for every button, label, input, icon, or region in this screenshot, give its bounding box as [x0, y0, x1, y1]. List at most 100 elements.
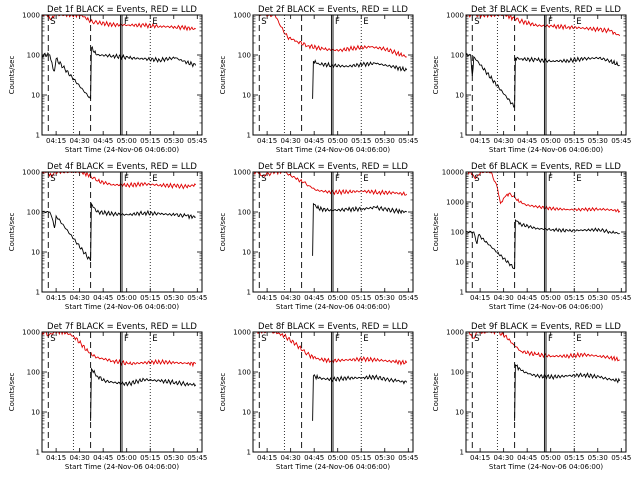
- x-tick-label: 05:00: [328, 454, 348, 462]
- x-axis-label: Start Time (24-Nov-06 04:06:00): [65, 303, 179, 311]
- x-tick-label: 05:45: [187, 294, 207, 302]
- x-tick-label: 04:30: [494, 294, 514, 302]
- x-tick-label: 05:45: [398, 454, 418, 462]
- x-tick-label: 05:00: [117, 454, 137, 462]
- y-tick-label: 1: [460, 289, 464, 297]
- marker-label: E: [363, 334, 368, 344]
- chart-title: Det 2f BLACK = Events, RED = LLD: [258, 5, 408, 15]
- x-tick-label: 04:15: [46, 294, 66, 302]
- x-tick-label: 05:00: [328, 294, 348, 302]
- x-tick-label: 05:45: [611, 137, 631, 145]
- y-tick-label: 10: [242, 249, 251, 257]
- events-series-line: [312, 373, 408, 421]
- x-tick-label: 04:15: [257, 294, 277, 302]
- y-tick-label: 1000: [233, 169, 251, 177]
- y-tick-label: 1: [460, 449, 464, 457]
- x-tick-label: 04:15: [46, 454, 66, 462]
- x-tick-label: 05:30: [588, 137, 608, 145]
- panel-grid: Det 1f BLACK = Events, RED = LLD Counts/s…: [8, 5, 631, 471]
- lld-series-line: [42, 332, 197, 368]
- x-tick-label: 05:30: [375, 454, 395, 462]
- y-tick-label: 1000: [446, 329, 464, 337]
- chart-panel: Det 5f BLACK = Events, RED = LLD Counts/s…: [219, 162, 418, 311]
- y-tick-label: 1000: [233, 12, 251, 20]
- events-series-line: [514, 364, 621, 421]
- marker-label: E: [576, 174, 581, 184]
- x-tick-label: 05:00: [541, 137, 561, 145]
- x-tick-label: 05:45: [398, 294, 418, 302]
- plot-frame: [465, 14, 627, 136]
- x-tick-label: 04:30: [281, 454, 301, 462]
- lld-series-line: [256, 15, 407, 58]
- x-tick-label: 04:45: [304, 137, 324, 145]
- x-tick-label: 05:45: [187, 454, 207, 462]
- chart-panel: Det 3f BLACK = Events, RED = LLD Counts/s…: [432, 5, 631, 154]
- y-tick-label: 1: [36, 289, 40, 297]
- series-group: [42, 332, 197, 421]
- marker-label: S: [261, 334, 266, 344]
- x-tick-label: 05:30: [588, 294, 608, 302]
- x-tick-label: 05:00: [541, 454, 561, 462]
- marker-label: F: [548, 17, 553, 27]
- x-tick-label: 05:15: [351, 454, 371, 462]
- x-tick-label: 04:15: [470, 137, 490, 145]
- series-group: [466, 172, 621, 270]
- marker-label: S: [50, 174, 55, 184]
- x-tick-label: 05:15: [140, 137, 160, 145]
- x-tick-label: 05:00: [328, 137, 348, 145]
- x-tick-label: 04:30: [494, 454, 514, 462]
- plot-frame: [41, 171, 203, 293]
- y-tick-label: 10: [31, 249, 40, 257]
- x-tick-label: 04:45: [517, 137, 537, 145]
- marker-label: F: [124, 17, 129, 27]
- x-tick-label: 04:15: [470, 454, 490, 462]
- marker-label: S: [474, 174, 479, 184]
- x-tick-label: 05:30: [588, 454, 608, 462]
- y-tick-label: 1000: [22, 169, 40, 177]
- marker-label: S: [474, 17, 479, 27]
- y-tick-label: 10: [242, 409, 251, 417]
- y-tick-label: 100: [238, 52, 251, 60]
- events-series-line: [312, 59, 408, 99]
- x-tick-label: 05:15: [564, 454, 584, 462]
- y-tick-label: 10: [31, 409, 40, 417]
- events-series-line: [42, 202, 196, 262]
- x-tick-label: 04:45: [517, 454, 537, 462]
- chart-panel: Det 6f BLACK = Events, RED = LLD Counts/s…: [432, 162, 631, 311]
- lld-series-line: [466, 172, 621, 214]
- plot-frame: [252, 331, 414, 453]
- y-axis-label: Counts/sec: [219, 373, 227, 412]
- lld-series-line: [42, 172, 197, 190]
- plot-frame: [41, 14, 203, 136]
- marker-label: F: [548, 174, 553, 184]
- x-tick-label: 05:30: [375, 137, 395, 145]
- y-axis-label: Counts/sec: [432, 213, 440, 252]
- chart-panel: Det 4f BLACK = Events, RED = LLD Counts/s…: [8, 162, 207, 311]
- x-tick-label: 05:30: [375, 294, 395, 302]
- chart-panel: Det 1f BLACK = Events, RED = LLD Counts/s…: [8, 5, 207, 154]
- chart-title: Det 6f BLACK = Events, RED = LLD: [471, 162, 621, 172]
- y-tick-label: 100: [451, 229, 464, 237]
- series-group: [42, 15, 197, 100]
- y-tick-label: 1: [460, 132, 464, 140]
- chart-panel: Det 7f BLACK = Events, RED = LLD Counts/s…: [8, 322, 207, 471]
- x-tick-label: 05:00: [541, 294, 561, 302]
- x-axis-label: Start Time (24-Nov-06 04:06:00): [276, 303, 390, 311]
- x-tick-label: 05:15: [140, 294, 160, 302]
- x-axis-label: Start Time (24-Nov-06 04:06:00): [489, 146, 603, 154]
- y-tick-label: 1000: [233, 329, 251, 337]
- y-tick-label: 10: [455, 259, 464, 267]
- x-axis-label: Start Time (24-Nov-06 04:06:00): [489, 463, 603, 471]
- lld-series-line: [253, 172, 408, 196]
- marker-label: E: [363, 17, 368, 27]
- marker-label: S: [261, 17, 266, 27]
- x-tick-label: 04:15: [257, 137, 277, 145]
- marker-label: S: [50, 334, 55, 344]
- x-tick-label: 05:30: [164, 294, 184, 302]
- y-tick-label: 1000: [446, 199, 464, 207]
- y-tick-label: 1000: [22, 12, 40, 20]
- x-tick-label: 04:45: [93, 454, 113, 462]
- y-tick-label: 10000: [442, 169, 464, 177]
- y-tick-label: 10: [242, 92, 251, 100]
- y-axis-label: Counts/sec: [8, 213, 16, 252]
